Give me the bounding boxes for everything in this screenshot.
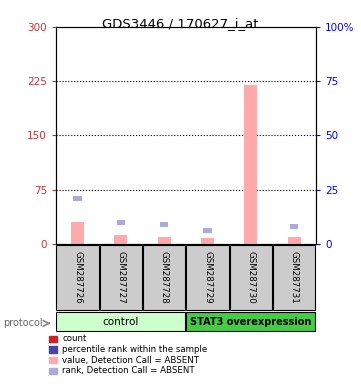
- FancyBboxPatch shape: [143, 245, 186, 310]
- FancyBboxPatch shape: [230, 245, 272, 310]
- Bar: [203, 228, 212, 233]
- Text: percentile rank within the sample: percentile rank within the sample: [62, 345, 207, 354]
- Text: GSM287730: GSM287730: [247, 251, 255, 304]
- FancyBboxPatch shape: [186, 245, 229, 310]
- Bar: [71, 222, 84, 244]
- Text: GSM287727: GSM287727: [117, 251, 125, 304]
- FancyBboxPatch shape: [56, 245, 99, 310]
- Text: GSM287729: GSM287729: [203, 251, 212, 304]
- Text: GSM287726: GSM287726: [73, 251, 82, 304]
- Text: value, Detection Call = ABSENT: value, Detection Call = ABSENT: [62, 356, 199, 365]
- Text: GSM287731: GSM287731: [290, 251, 299, 304]
- Text: control: control: [103, 316, 139, 327]
- Bar: [290, 224, 299, 229]
- Text: GDS3446 / 170627_i_at: GDS3446 / 170627_i_at: [102, 17, 259, 30]
- Text: count: count: [62, 334, 87, 343]
- Bar: [288, 237, 301, 244]
- Bar: [158, 237, 171, 244]
- Text: GSM287728: GSM287728: [160, 251, 169, 304]
- Bar: [49, 336, 57, 342]
- Bar: [49, 346, 57, 353]
- Bar: [160, 222, 169, 227]
- Text: rank, Detection Call = ABSENT: rank, Detection Call = ABSENT: [62, 366, 195, 376]
- FancyBboxPatch shape: [186, 312, 316, 331]
- Bar: [201, 238, 214, 244]
- Text: STAT3 overexpression: STAT3 overexpression: [190, 316, 312, 327]
- Bar: [73, 196, 82, 201]
- FancyBboxPatch shape: [273, 245, 316, 310]
- Bar: [117, 220, 125, 225]
- FancyBboxPatch shape: [100, 245, 142, 310]
- Bar: [244, 85, 257, 244]
- Bar: [49, 357, 57, 363]
- FancyBboxPatch shape: [56, 312, 186, 331]
- Text: protocol: protocol: [4, 318, 43, 328]
- Bar: [114, 235, 127, 244]
- Bar: [49, 368, 57, 374]
